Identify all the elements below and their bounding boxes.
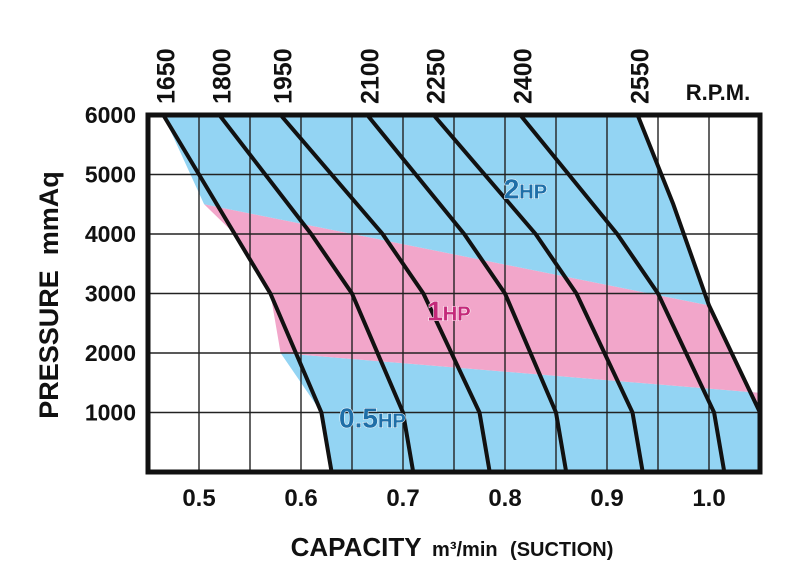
y-ticks-layer: 1000 2000 3000 4000 5000 6000 [85, 102, 136, 426]
region-label-value: 0.5 [339, 402, 378, 433]
rpm-label-2550: 2550 [627, 48, 655, 104]
y-tick-label: 3000 [85, 281, 136, 307]
y-tick-label: 1000 [85, 400, 136, 426]
y-tick-label: 6000 [85, 102, 136, 128]
region-2hp [163, 115, 710, 306]
region-label-2HP: 2HP [504, 173, 547, 204]
rpm-curve-1800 [217, 113, 416, 474]
x-axis-label-main: CAPACITY [291, 532, 422, 562]
rpm-axis-label: R.P.M. [686, 80, 750, 105]
x-tick-label: 0.5 [182, 485, 215, 512]
region-label-1HP: 1HP [427, 295, 470, 326]
region-label-value: 2 [504, 173, 520, 204]
rpm-label-2400: 2400 [509, 48, 537, 104]
rpm-curve-2100 [365, 113, 569, 474]
y-tick-label: 4000 [85, 221, 136, 247]
rpm-curve-1950 [278, 113, 492, 474]
x-tick-label: 0.6 [284, 485, 317, 512]
rpm-curve-2250 [431, 113, 645, 474]
x-axis-label-units: m³/min [432, 539, 498, 561]
rpm-labels-layer: 1650 1800 1950 2100 2250 2400 2550 [152, 48, 654, 104]
rpm-label-1650: 1650 [152, 48, 180, 104]
x-axis-label-suffix: (SUCTION) [510, 539, 613, 561]
y-tick-label: 2000 [85, 340, 136, 366]
x-tick-label: 1.0 [692, 485, 725, 512]
rpm-curve-2550 [635, 113, 762, 415]
region-1hp [204, 204, 761, 413]
y-axis-label: PRESSURE mmAq [34, 171, 64, 419]
x-tick-label: 0.8 [488, 485, 521, 512]
plot-frame [145, 112, 763, 475]
region-label-value: 1 [427, 295, 443, 326]
region-label-unit: HP [378, 410, 406, 432]
region-label-unit: HP [443, 303, 471, 325]
rpm-curve-1650 [161, 113, 334, 474]
y-tick-label: 5000 [85, 162, 136, 188]
rpm-label-2100: 2100 [356, 48, 384, 104]
x-axis-label: CAPACITY m³/min (SUCTION) [291, 532, 614, 562]
rpm-label-2250: 2250 [423, 48, 451, 104]
rpm-curve-2400 [518, 113, 727, 474]
rpm-label-1950: 1950 [270, 48, 298, 104]
x-tick-label: 0.9 [590, 485, 623, 512]
region-label-0.5HP: 0.5HP [339, 402, 406, 433]
curves-layer [161, 113, 762, 474]
x-tick-label: 0.7 [386, 485, 419, 512]
region-label-unit: HP [519, 181, 547, 203]
x-ticks-layer: 0.5 0.6 0.7 0.8 0.9 1.0 [182, 485, 725, 512]
rpm-label-1800: 1800 [208, 48, 236, 104]
